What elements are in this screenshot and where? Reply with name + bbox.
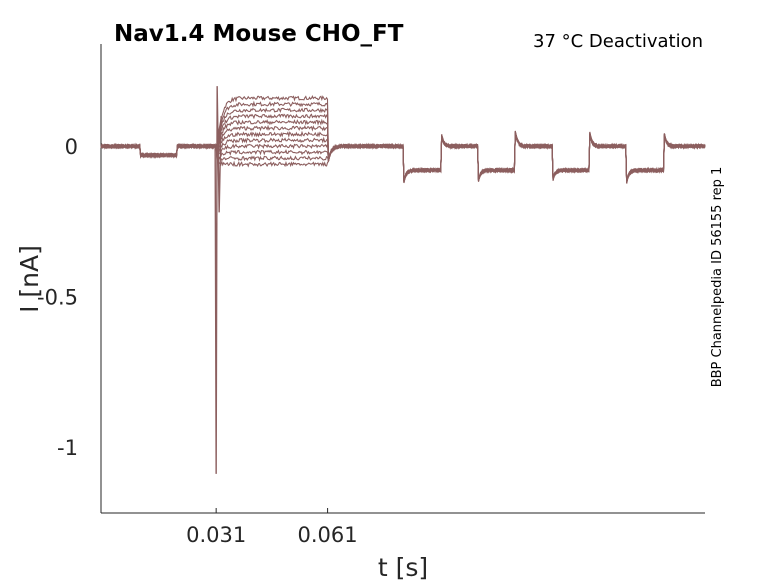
peak-transient	[214, 86, 222, 474]
axis-ticks: 0.031 0.061 0 -0.5 -1	[37, 135, 358, 547]
current-trace	[100, 131, 706, 184]
x-axis-label: t [s]	[378, 553, 428, 582]
channelpedia-id-label: BBP Channelpedia ID 56155 rep 1	[710, 167, 725, 388]
x-tick-label: 0.031	[186, 523, 246, 547]
chart-title: Nav1.4 Mouse CHO_FT	[114, 21, 404, 47]
y-tick-label: 0	[65, 135, 78, 159]
current-traces	[100, 86, 706, 474]
current-trace	[100, 100, 706, 183]
chart-subtitle: 37 °C Deactivation	[533, 31, 703, 52]
x-tick-label: 0.061	[298, 523, 358, 547]
current-trace	[100, 95, 706, 184]
y-axis-label: I [nA]	[15, 245, 44, 313]
y-tick-label: -1	[57, 436, 78, 460]
y-tick-label: -0.5	[37, 286, 78, 310]
